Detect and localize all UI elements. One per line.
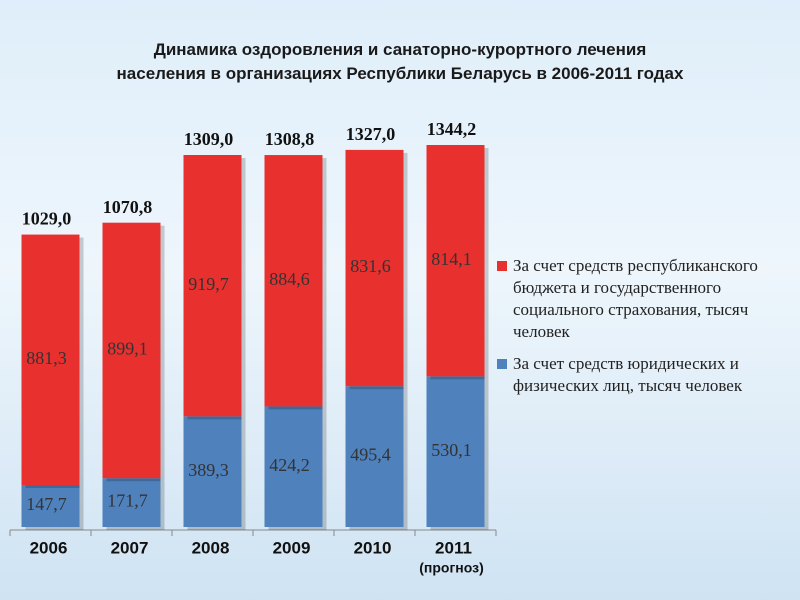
chart-title: населения в организациях Республики Бела… [116,64,684,83]
legend-swatch [497,359,507,369]
value-label: 899,1 [107,339,148,359]
bar-segment [345,386,404,527]
chart-title: Динамика оздоровления и санаторно-курорт… [153,40,647,59]
x-tick-label: 2008 [192,538,230,557]
legend-swatch [497,261,507,271]
value-label: 147,7 [26,494,67,514]
value-label: 171,7 [107,491,148,511]
legend-label: За счет средств республиканского бюджета… [513,256,758,341]
value-label: 919,7 [188,274,229,294]
total-label: 1327,0 [346,124,396,144]
value-label: 424,2 [269,455,310,475]
x-tick-label: 2011 [435,538,472,557]
value-label: 814,1 [431,249,472,269]
value-label: 389,3 [188,460,229,480]
bar-segment [183,155,242,417]
value-label: 495,4 [350,445,391,465]
bar-segment [345,149,404,387]
legend-label: За счет средств юридических и физических… [513,354,743,395]
annotation: (прогноз) [419,560,484,576]
total-label: 1344,2 [427,119,477,139]
x-tick-label: 2007 [111,538,149,557]
bar-segment [264,406,323,527]
x-tick-label: 2009 [273,538,311,557]
bar-segment [21,485,80,527]
bar-segment [21,234,80,486]
bar-segment [426,145,485,377]
total-label: 1070,8 [103,197,153,217]
value-label: 884,6 [269,269,310,289]
value-label: 831,6 [350,256,391,276]
x-tick-label: 2006 [30,538,68,557]
bar-segment [264,155,323,407]
total-label: 1308,8 [265,129,315,149]
x-tick-label: 2010 [354,538,392,557]
legend-item: За счет средств республиканского бюджета… [497,255,795,343]
bar-segment [102,222,161,479]
legend: За счет средств республиканского бюджета… [497,255,795,407]
total-label: 1029,0 [22,209,72,229]
value-label: 881,3 [26,348,67,368]
value-label: 530,1 [431,440,472,460]
bar-segment [183,416,242,527]
bar-segment [102,478,161,527]
bar-segment [426,376,485,527]
legend-item: За счет средств юридических и физических… [497,353,795,397]
total-label: 1309,0 [184,129,234,149]
